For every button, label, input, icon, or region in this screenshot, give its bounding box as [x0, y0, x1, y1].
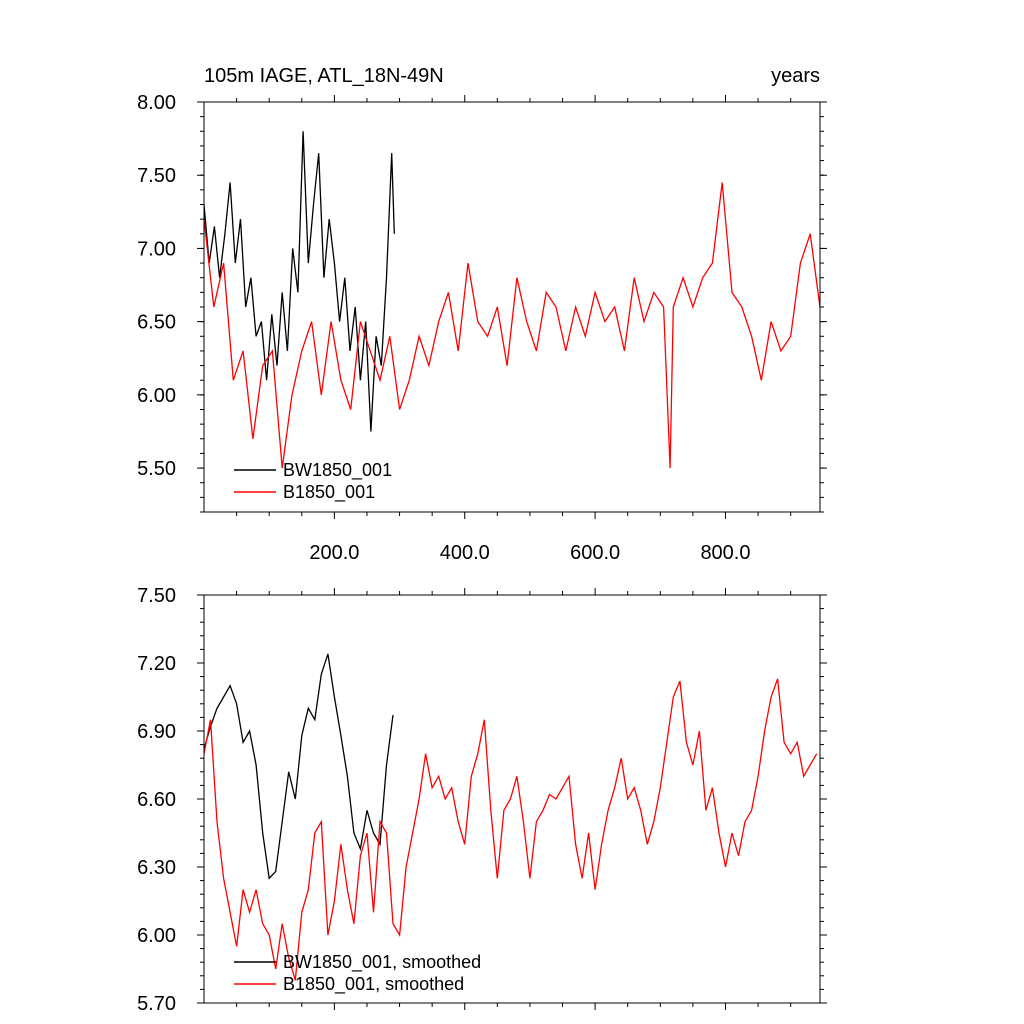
y-tick-label: 6.30	[137, 857, 176, 879]
y-tick-label: 7.50	[137, 585, 176, 607]
series-line-b1850	[204, 678, 818, 981]
legend-label: B1850_001, smoothed	[283, 974, 464, 995]
x-tick-label: 600.0	[570, 542, 620, 564]
x-tick-label: 800.0	[700, 542, 750, 564]
y-tick-label: 7.20	[137, 653, 176, 675]
y-tick-label: 7.00	[137, 238, 176, 260]
series-line-b1850	[204, 182, 820, 469]
y-tick-label: 5.70	[137, 993, 176, 1015]
x-tick-label: 200.0	[309, 542, 359, 564]
y-tick-label: 6.50	[137, 312, 176, 334]
x-tick-label: 400.0	[440, 542, 490, 564]
top-panel: 5.50 6.00 6.50 7.00 7.50 8.00 200.0 400.0 600.0 8…	[137, 65, 827, 564]
series-line-bw1850	[204, 131, 395, 432]
y-tick-label: 6.60	[137, 789, 176, 811]
legend-label: B1850_001	[283, 482, 375, 503]
y-tick-label: 6.00	[137, 925, 176, 947]
chart-title: 105m IAGE, ATL_18N-49N	[204, 65, 444, 87]
bottom-panel: 5.70 6.00 6.30 6.60 6.90 7.20 7.50 BW1850_001, …	[137, 585, 827, 1015]
y-tick-label: 6.00	[137, 385, 176, 407]
y-tick-label: 5.50	[137, 458, 176, 480]
legend-label: BW1850_001	[283, 460, 392, 481]
series-line-bw1850	[204, 653, 394, 880]
plot-frame	[203, 101, 821, 513]
y-tick-label: 7.50	[137, 165, 176, 187]
y-tick-label: 8.00	[137, 92, 176, 114]
legend-label: BW1850_001, smoothed	[283, 952, 481, 973]
units-label: years	[771, 65, 820, 87]
y-tick-label: 6.90	[137, 721, 176, 743]
plot-frame	[203, 594, 821, 1004]
